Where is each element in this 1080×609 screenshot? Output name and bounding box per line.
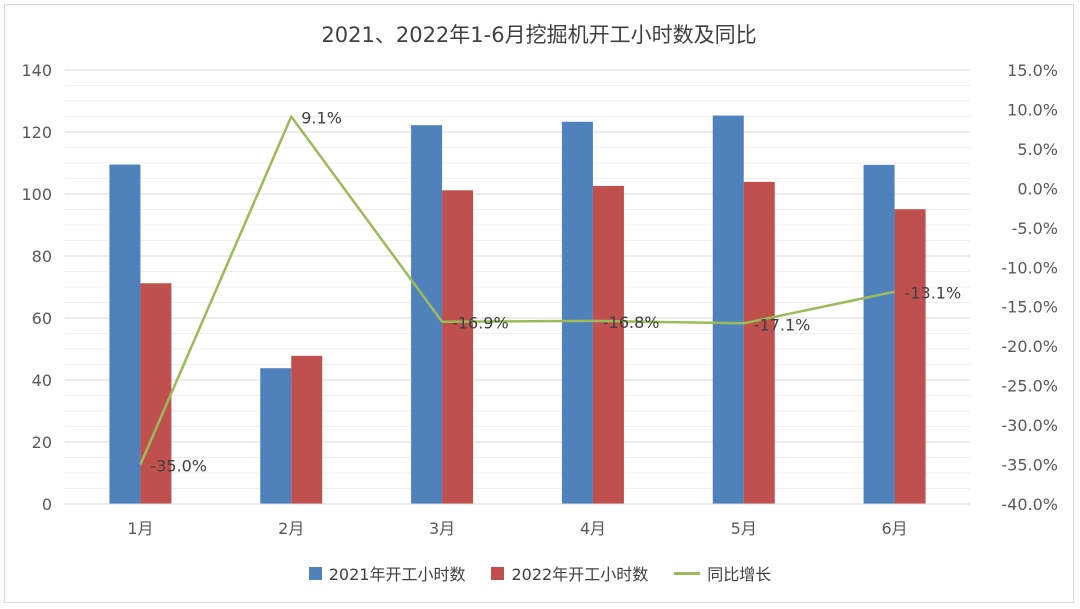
legend-item-2021: 2021年开工小时数 bbox=[308, 561, 466, 585]
y2-tick-label: -25.0% bbox=[1001, 377, 1058, 396]
chart-legend: 2021年开工小时数 2022年开工小时数 同比增长 bbox=[0, 560, 1080, 586]
bar-2022 bbox=[743, 181, 775, 504]
legend-item-2022: 2022年开工小时数 bbox=[491, 561, 648, 585]
bar-2022 bbox=[592, 185, 624, 504]
y-tick-label: 140 bbox=[21, 61, 52, 80]
y-tick-label: 120 bbox=[21, 123, 52, 142]
y-tick-label: 0 bbox=[42, 495, 52, 514]
legend-swatch-yoy bbox=[674, 571, 701, 575]
y2-tick-label: -40.0% bbox=[1001, 495, 1058, 514]
bar-2021 bbox=[561, 121, 593, 505]
bar-2022 bbox=[140, 283, 172, 504]
y-tick-label: 60 bbox=[32, 309, 52, 328]
bar-2022 bbox=[894, 209, 926, 504]
y2-tick-label: -5.0% bbox=[1012, 219, 1058, 238]
bar-2022 bbox=[442, 190, 474, 504]
yoy-data-label: -16.8% bbox=[603, 313, 660, 332]
y2-tick-label: -30.0% bbox=[1001, 416, 1058, 435]
x-tick-label: 4月 bbox=[580, 519, 606, 538]
x-tick-label: 3月 bbox=[429, 519, 455, 538]
y-tick-label: 80 bbox=[32, 247, 52, 266]
y-tick-label: 40 bbox=[32, 371, 52, 390]
y2-tick-label: -35.0% bbox=[1001, 456, 1058, 475]
legend-swatch-2021 bbox=[308, 566, 322, 580]
yoy-data-label: 9.1% bbox=[301, 109, 342, 128]
legend-label-yoy: 同比增长 bbox=[707, 565, 772, 584]
y2-tick-label: -10.0% bbox=[1001, 258, 1058, 277]
x-tick-label: 5月 bbox=[731, 519, 757, 538]
yoy-line bbox=[139, 115, 895, 466]
legend-label-2022: 2022年开工小时数 bbox=[511, 565, 649, 584]
bar-2021 bbox=[109, 164, 141, 505]
x-tick-label: 2月 bbox=[278, 519, 304, 538]
yoy-data-label: -35.0% bbox=[150, 457, 207, 476]
yoy-data-label: -16.9% bbox=[452, 314, 509, 333]
chart-title: 2021、2022年1-6月挖掘机开工小时数及同比 bbox=[321, 23, 757, 47]
x-tick-label: 1月 bbox=[127, 519, 153, 538]
y2-tick-label: -20.0% bbox=[1001, 337, 1058, 356]
y2-tick-label: -15.0% bbox=[1001, 298, 1058, 317]
y2-tick-label: 5.0% bbox=[1017, 140, 1058, 159]
y-tick-label: 100 bbox=[21, 185, 52, 204]
bar-2022 bbox=[291, 355, 323, 504]
legend-item-yoy: 同比增长 bbox=[674, 561, 771, 585]
y2-tick-label: 10.0% bbox=[1007, 100, 1058, 119]
x-tick-label: 6月 bbox=[881, 519, 907, 538]
bar-2021 bbox=[863, 164, 895, 505]
yoy-data-label: -17.1% bbox=[754, 315, 811, 334]
bar-2021 bbox=[712, 115, 744, 504]
y2-tick-label: 15.0% bbox=[1007, 61, 1058, 80]
legend-label-2021: 2021年开工小时数 bbox=[328, 565, 466, 584]
y-tick-label: 20 bbox=[32, 433, 52, 452]
bar-2021 bbox=[260, 368, 292, 504]
yoy-data-label: -13.1% bbox=[905, 284, 962, 303]
y2-tick-label: 0.0% bbox=[1017, 179, 1058, 198]
legend-swatch-2022 bbox=[491, 566, 505, 580]
